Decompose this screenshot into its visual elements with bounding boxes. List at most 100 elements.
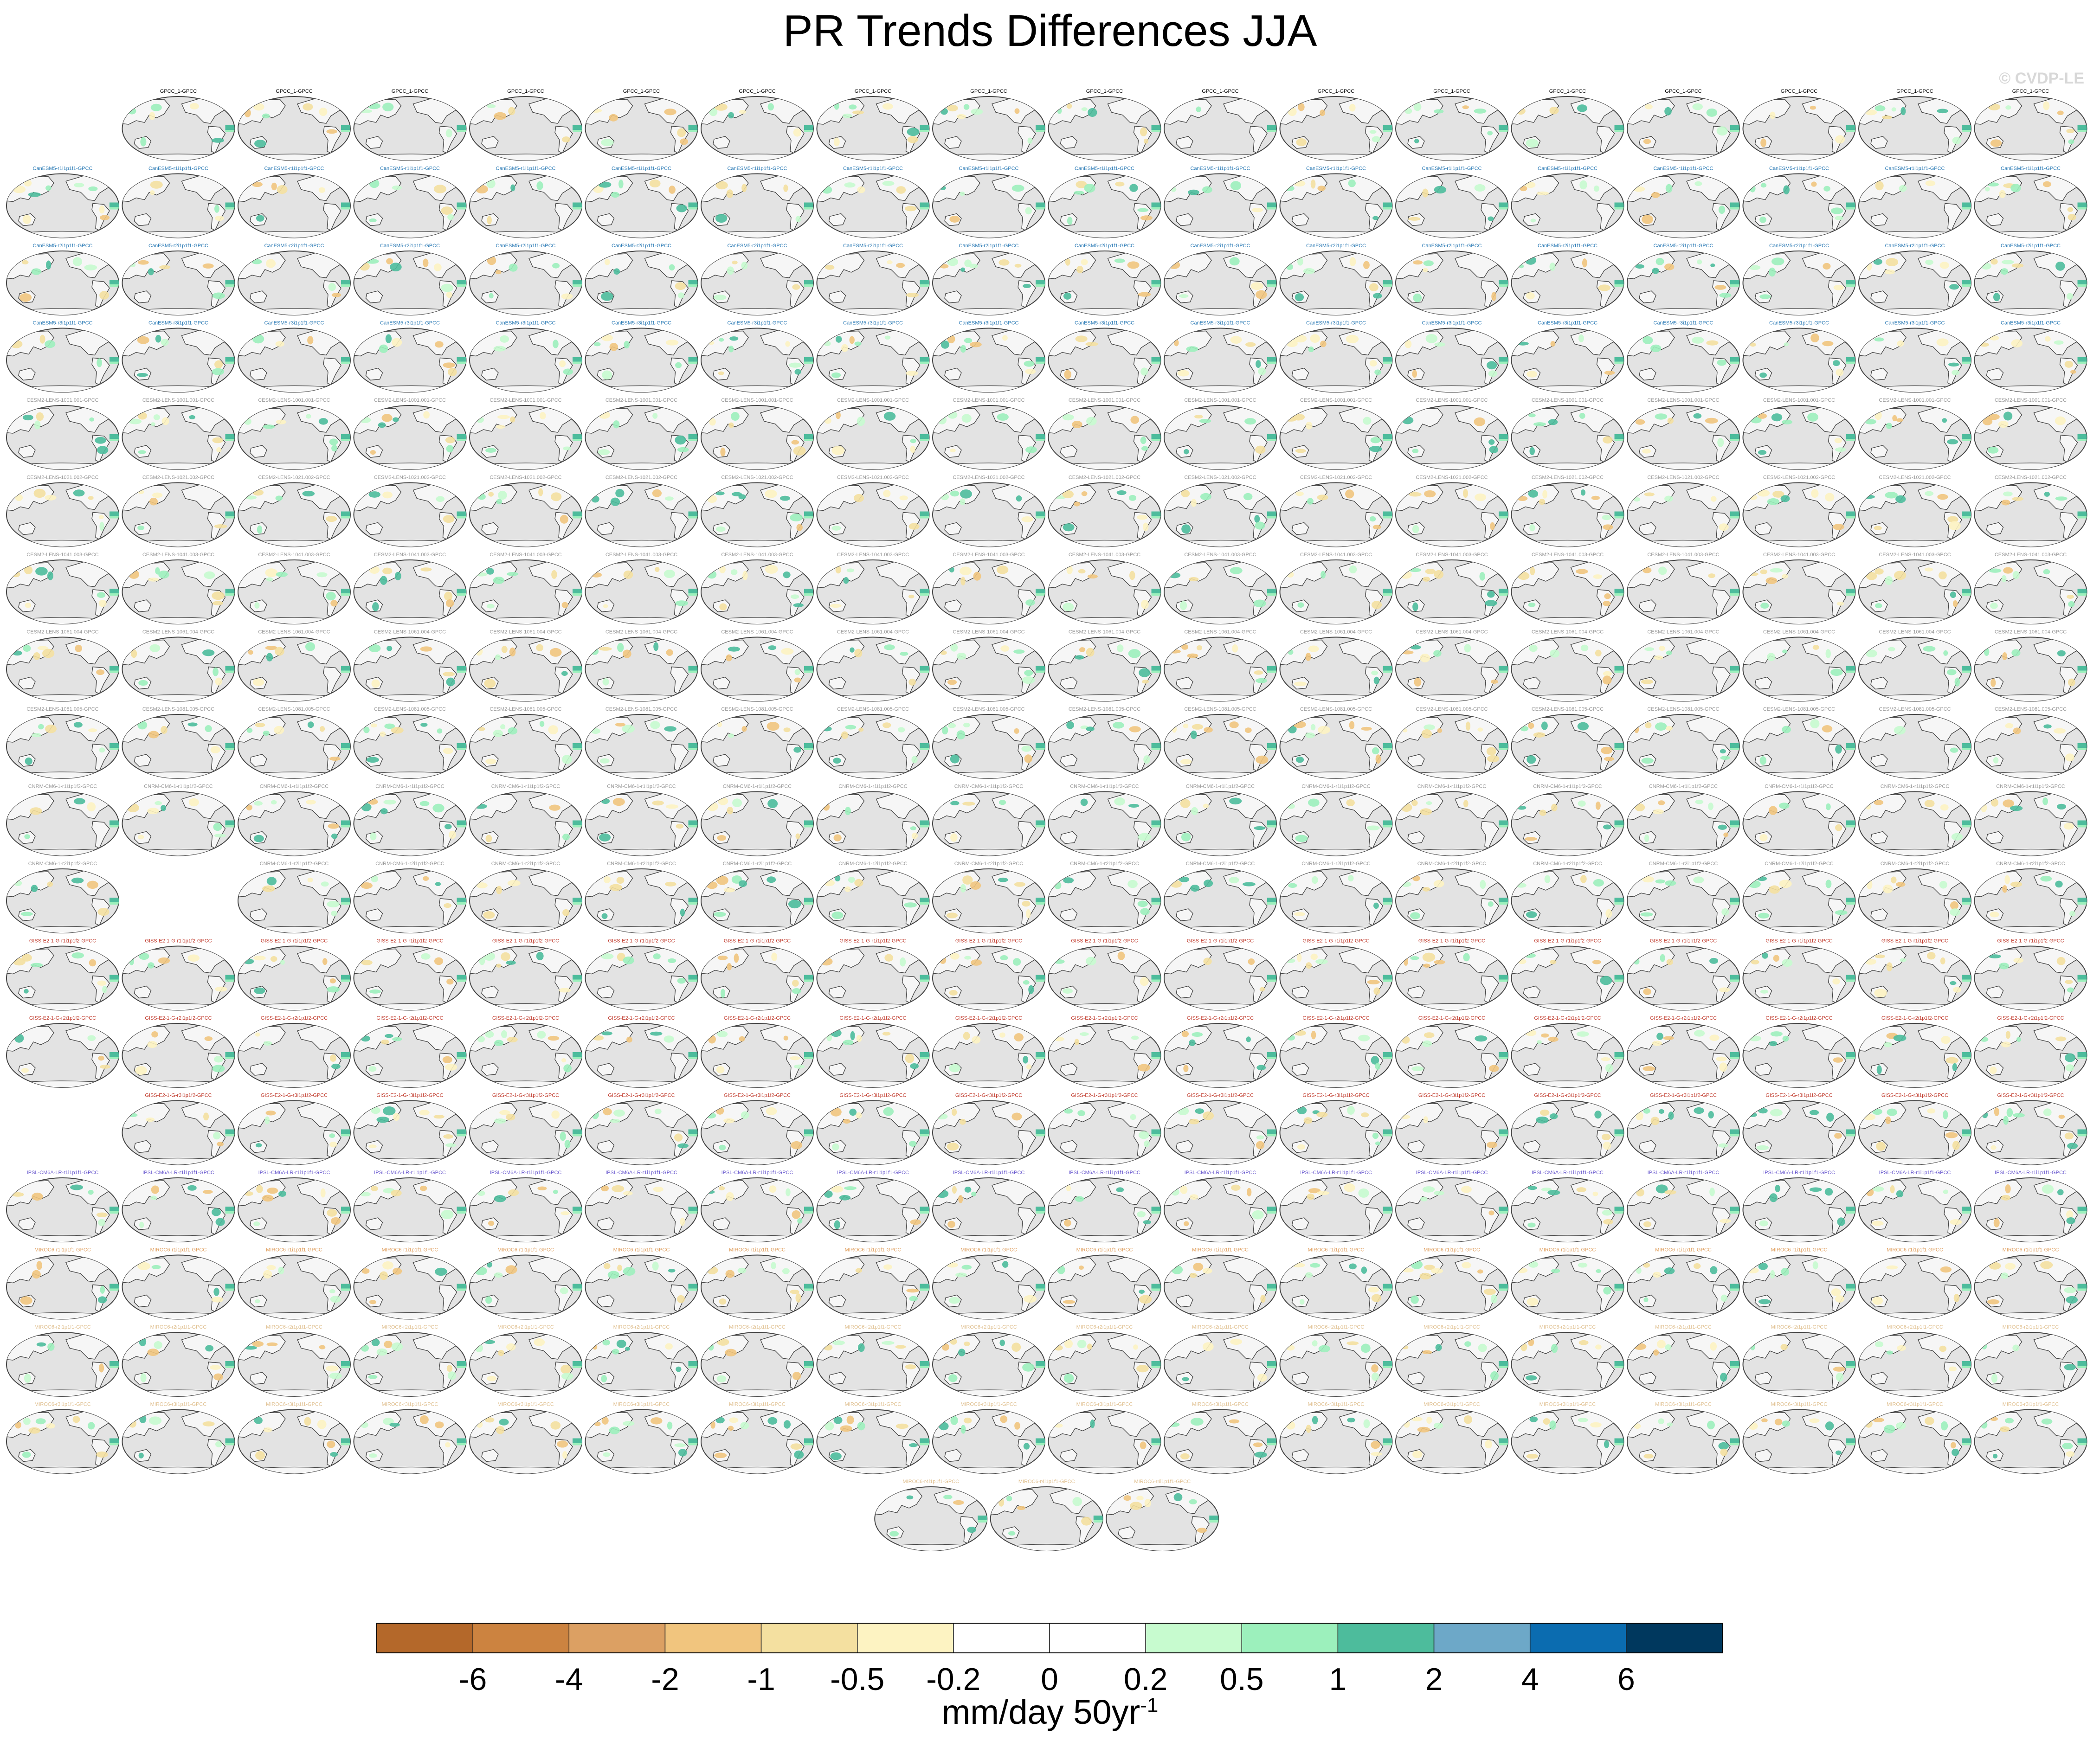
trend-band [457, 130, 466, 132]
trend-patch [1230, 181, 1242, 190]
trend-band [341, 207, 350, 210]
map-panel: GPCC_1-GPCC [122, 89, 235, 161]
trend-band [225, 202, 235, 207]
map-panel: CanESM5-r2i1p1f1-GPCC [6, 243, 119, 315]
panel-label: GPCC_1-GPCC [1433, 89, 1470, 94]
trend-patch [2057, 110, 2064, 116]
trend-patch [1900, 107, 1906, 116]
panel-label: CanESM5-r1i1p1f1-GPCC [1075, 166, 1134, 172]
trend-patch [1320, 109, 1326, 116]
trend-patch [45, 185, 52, 191]
trend-patch [1462, 105, 1469, 109]
trend-patch [882, 180, 895, 186]
trend-patch [618, 180, 624, 189]
panel-label: CanESM5-r1i1p1f1-GPCC [380, 166, 440, 172]
trend-patch [2068, 214, 2076, 221]
trend-patch [1074, 191, 1084, 195]
trend-band [110, 207, 119, 210]
trend-patch [254, 140, 266, 148]
panel-label: GPCC_1-GPCC [1781, 89, 1818, 94]
trend-patch [1643, 139, 1651, 144]
panel-label: CanESM5-r1i1p1f1-GPCC [496, 166, 556, 172]
trend-band [688, 125, 698, 130]
colorbar-tick-label: 1 [1329, 1662, 1347, 1697]
trend-patch [1549, 106, 1559, 115]
panel-label: GPCC_1-GPCC [855, 89, 892, 94]
trend-patch [508, 107, 515, 116]
trend-patch [1706, 108, 1718, 117]
trend-patch [963, 104, 970, 110]
trend-patch [214, 205, 219, 213]
trend-band [804, 202, 813, 207]
trend-patch [1084, 183, 1095, 193]
trend-patch [1298, 103, 1305, 111]
trend-patch [947, 104, 958, 112]
trend-patch [1414, 138, 1419, 144]
trend-patch [728, 112, 734, 119]
panel-label: CanESM5-r1i1p1f1-GPCC [1191, 166, 1250, 172]
trend-band [1846, 125, 1855, 130]
trend-patch [1140, 215, 1153, 221]
trend-band [1267, 130, 1276, 132]
trend-band [804, 125, 813, 130]
trend-patch [1835, 135, 1845, 144]
trend-patch [1952, 136, 1962, 144]
trend-patch [1066, 103, 1072, 109]
trend-patch [150, 103, 162, 111]
trend-band [804, 207, 813, 210]
trend-patch [561, 136, 571, 143]
panel-label: GPCC_1-GPCC [2012, 89, 2049, 94]
trend-patch [99, 215, 110, 220]
colorbar-tick-label: 0.2 [1124, 1662, 1168, 1697]
colorbar-swatch [1529, 1623, 1627, 1653]
trend-patch [1525, 181, 1536, 188]
trend-band [1036, 202, 1045, 207]
trend-band [804, 130, 813, 132]
trend-patch [971, 109, 983, 115]
map-panel: CanESM5-r1i1p1f1-GPCC [1279, 166, 1393, 238]
colorbar-tick-label: 6 [1617, 1662, 1635, 1697]
trend-patch [1530, 218, 1536, 223]
trend-patch [1413, 103, 1422, 111]
trend-patch [1718, 206, 1726, 214]
trend-patch [907, 128, 920, 136]
colorbar-swatch [1337, 1623, 1435, 1653]
trend-patch [1811, 181, 1817, 187]
trend-band [1730, 207, 1739, 210]
trend-patch [1349, 103, 1356, 112]
trend-patch [1187, 189, 1199, 195]
trend-patch [1593, 185, 1599, 192]
trend-band [2077, 125, 2087, 130]
panel-label: CanESM5-r1i1p1f1-GPCC [148, 166, 208, 172]
trend-band [1846, 207, 1855, 210]
trend-patch [1081, 107, 1088, 111]
trend-patch [669, 186, 676, 194]
trend-patch [1925, 180, 1936, 186]
trend-patch [1014, 108, 1020, 114]
colorbar-swatch [760, 1623, 858, 1653]
trend-patch [905, 206, 917, 212]
trend-patch [1759, 216, 1766, 223]
trend-patch [214, 216, 224, 221]
panel-label: CanESM5-r1i1p1f1-GPCC [1885, 166, 1945, 172]
trend-band [1730, 125, 1739, 130]
colorbar-swatch [1049, 1623, 1146, 1653]
panel-label: CanESM5-r1i1p1f1-GPCC [959, 166, 1019, 172]
colorbar-swatch [1241, 1623, 1339, 1653]
colorbar-tick-label: -6 [459, 1662, 487, 1697]
trend-patch [1882, 115, 1893, 119]
trend-patch [1474, 109, 1487, 114]
trend-patch [842, 113, 852, 118]
colorbar-units-label: mm/day 50yr-1 [0, 1692, 2100, 1732]
map-panel: CanESM5-r1i1p1f1-GPCC [1164, 166, 1277, 238]
trend-band [1267, 202, 1276, 207]
trend-patch [1129, 184, 1138, 192]
panel-label: CanESM5-r1i1p1f1-GPCC [612, 166, 671, 172]
colorbar-swatch [472, 1623, 570, 1653]
colorbar-swatch [953, 1623, 1050, 1653]
trend-band [1962, 202, 1971, 207]
trend-band [1614, 207, 1624, 210]
trend-band [2077, 202, 2087, 207]
trend-patch [1987, 182, 1999, 186]
trend-band [573, 202, 582, 207]
